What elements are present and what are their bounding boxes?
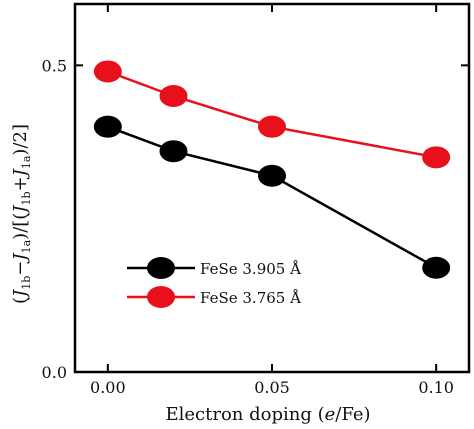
x-tick-label: 0.00 <box>90 378 126 397</box>
series-layer <box>93 60 451 279</box>
legend: FeSe 3.905 Å FeSe 3.765 Å <box>127 257 301 308</box>
legend-marker <box>147 286 175 308</box>
series <box>93 60 451 169</box>
series-line <box>107 70 437 159</box>
axis-ticks: 0.00 0.05 0.10 0.0 0.5 <box>42 4 469 397</box>
legend-marker <box>147 257 175 279</box>
data-point <box>93 60 122 83</box>
x-tick-label: 0.05 <box>254 378 290 397</box>
x-tick-label: 0.10 <box>418 378 454 397</box>
legend-item: FeSe 3.905 Å <box>127 257 301 279</box>
series-line <box>107 125 437 269</box>
plot-frame <box>73 2 471 374</box>
data-point <box>258 164 286 187</box>
data-point <box>422 256 451 279</box>
data-point <box>159 85 188 107</box>
x-axis-title: Electron doping (e/Fe) <box>165 404 370 425</box>
data-point <box>159 140 188 163</box>
legend-label: FeSe 3.905 Å <box>200 260 301 278</box>
y-axis-title: (J1b−J1a)/[(J1b+J1a)/2] <box>10 124 33 304</box>
data-point <box>258 115 286 138</box>
legend-label: FeSe 3.765 Å <box>200 289 301 307</box>
y-tick-label: 0.5 <box>42 56 67 75</box>
data-point <box>422 146 451 169</box>
data-point <box>93 115 122 138</box>
series <box>93 115 451 279</box>
legend-item: FeSe 3.765 Å <box>127 286 301 308</box>
plot-area <box>73 2 471 374</box>
y-tick-label: 0.0 <box>42 363 67 382</box>
